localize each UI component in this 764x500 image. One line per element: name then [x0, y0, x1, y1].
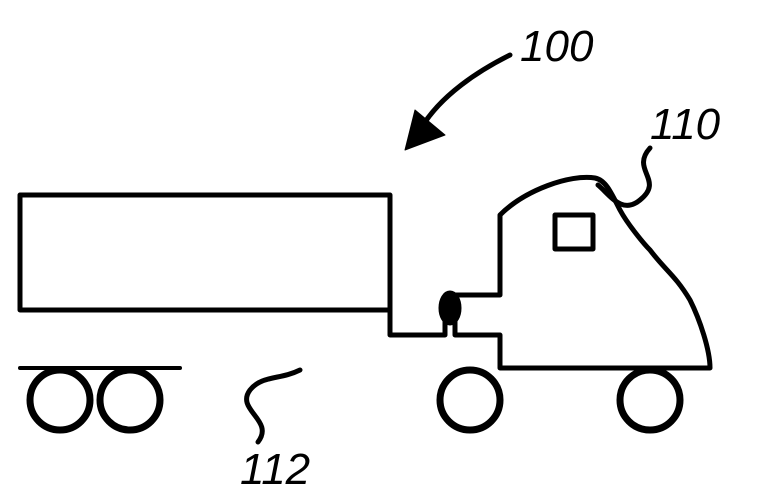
lead-110: [598, 148, 650, 205]
trailer-box: [20, 195, 390, 310]
lead-112: [247, 370, 300, 442]
figure-container: 100 110 112: [0, 0, 764, 500]
truck-diagram: [0, 0, 764, 500]
label-100: 100: [520, 22, 593, 72]
trailer-tongue: [390, 300, 445, 335]
cab-window: [555, 215, 593, 249]
tractor-cab: [455, 177, 710, 368]
wheel-trailer-1: [30, 370, 90, 430]
wheel-tractor-rear: [440, 370, 500, 430]
label-110: 110: [650, 100, 720, 150]
arrowhead-100: [405, 110, 445, 150]
lead-100: [420, 55, 510, 130]
wheel-tractor-front: [620, 370, 680, 430]
label-112: 112: [240, 445, 310, 495]
wheel-trailer-2: [100, 370, 160, 430]
